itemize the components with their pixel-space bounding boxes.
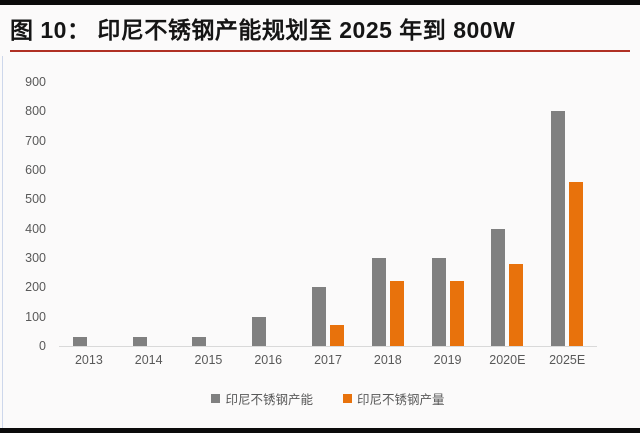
y-tick-label: 100 bbox=[25, 309, 46, 324]
bar-印尼不锈钢产量-2020E bbox=[509, 264, 524, 346]
y-tick-label: 300 bbox=[25, 251, 46, 265]
y-tick-label: 800 bbox=[25, 104, 46, 119]
x-tick-label: 2014 bbox=[134, 353, 163, 367]
bar-印尼不锈钢产量-2025E bbox=[569, 182, 584, 346]
bar-group-2020E bbox=[477, 82, 537, 346]
bar-印尼不锈钢产能-2020E bbox=[491, 229, 506, 346]
y-tick-label: 900 bbox=[25, 75, 46, 89]
legend-label: 印尼不锈钢产量 bbox=[357, 393, 445, 407]
bar-group-2013 bbox=[59, 82, 119, 346]
y-tick-label: 0 bbox=[39, 339, 46, 353]
bar-group-2018 bbox=[358, 82, 418, 346]
bar-chart: 0 100 200 300 400 500 600 700 800 900 2013 2014 201… bbox=[0, 56, 640, 416]
x-axis-labels: 2013 2014 2015 2016 2017 2018 2019 2020E 2025E bbox=[59, 353, 597, 367]
y-tick-label: 600 bbox=[25, 163, 46, 177]
bar-印尼不锈钢产能-2014 bbox=[132, 337, 147, 346]
bar-印尼不锈钢产能-2016 bbox=[252, 317, 267, 346]
x-tick-label: 2015 bbox=[194, 353, 223, 367]
bar-印尼不锈钢产量-2018 bbox=[389, 281, 404, 346]
y-tick-label: 500 bbox=[25, 192, 46, 207]
chart-legend: 印尼不锈钢产能 印尼不锈钢产量 bbox=[59, 389, 597, 408]
x-tick-label: 2018 bbox=[373, 353, 402, 367]
bar-group-2025E bbox=[537, 82, 597, 346]
x-tick-label: 2025E bbox=[549, 353, 586, 367]
bar-印尼不锈钢产能-2017 bbox=[312, 287, 327, 346]
bar-group-2016 bbox=[238, 82, 298, 346]
x-tick-label: 2019 bbox=[433, 353, 462, 367]
bar-印尼不锈钢产能-2018 bbox=[371, 258, 386, 346]
bar-印尼不锈钢产量-2017 bbox=[330, 325, 345, 346]
bar-印尼不锈钢产能-2015 bbox=[192, 337, 207, 346]
bar-group-2015 bbox=[179, 82, 239, 346]
title-underline bbox=[10, 50, 630, 52]
x-tick-label: 2020E bbox=[489, 353, 526, 367]
y-tick-label: 400 bbox=[25, 221, 46, 236]
bar-印尼不锈钢产能-2025E bbox=[551, 111, 566, 346]
plot-area bbox=[59, 82, 597, 347]
bar-group-2014 bbox=[119, 82, 179, 346]
y-tick-label: 200 bbox=[25, 280, 46, 295]
legend-swatch-icon bbox=[211, 394, 221, 403]
y-tick-label: 700 bbox=[25, 133, 46, 148]
bottom-border-bar bbox=[0, 428, 640, 433]
legend-label: 印尼不锈钢产能 bbox=[225, 393, 313, 407]
legend-item: 印尼不锈钢产能 bbox=[211, 389, 313, 408]
bar-印尼不锈钢产量-2019 bbox=[449, 281, 464, 346]
legend-swatch-icon bbox=[343, 394, 352, 403]
left-edge-line bbox=[2, 56, 3, 433]
legend-item: 印尼不锈钢产量 bbox=[343, 389, 445, 408]
top-border-bar bbox=[0, 0, 640, 5]
bar-印尼不锈钢产能-2013 bbox=[72, 337, 87, 346]
bar-group-2019 bbox=[418, 82, 478, 346]
x-tick-label: 2016 bbox=[254, 353, 283, 367]
x-tick-label: 2017 bbox=[314, 353, 342, 367]
figure-title: 图 10： 印尼不锈钢产能规划至 2025 年到 800W bbox=[10, 17, 516, 43]
bar-group-2017 bbox=[298, 82, 358, 346]
x-tick-label: 2013 bbox=[74, 353, 103, 367]
bar-印尼不锈钢产能-2019 bbox=[431, 258, 446, 346]
